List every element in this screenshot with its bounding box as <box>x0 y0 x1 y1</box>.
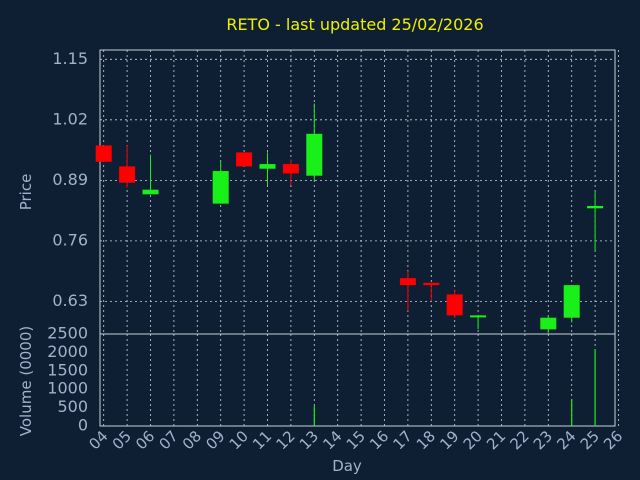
day-tick-label: 10 <box>226 427 252 453</box>
day-tick-label: 05 <box>109 427 135 453</box>
candle-body <box>95 145 112 162</box>
candle-body <box>212 171 229 204</box>
volume-tick-label: 1500 <box>47 360 88 379</box>
volume-tick-label: 1000 <box>47 379 88 398</box>
candle-body <box>306 133 323 176</box>
volume-panel-frame <box>99 333 616 427</box>
candle-body <box>446 294 463 316</box>
volume-grid <box>103 334 619 426</box>
price-panel-frame <box>99 49 616 335</box>
day-tick-label: 07 <box>155 427 181 453</box>
day-tick-label: 21 <box>483 427 509 453</box>
candle-body <box>399 278 416 286</box>
candle-body <box>563 285 580 318</box>
candle-body <box>119 166 136 183</box>
candle-body <box>470 315 487 318</box>
candle-body <box>142 189 159 195</box>
day-tick-label: 22 <box>506 427 532 453</box>
price-axis-label: Price <box>17 174 35 211</box>
day-tick-label: 18 <box>413 427 439 453</box>
day-tick-label: 19 <box>436 427 462 453</box>
volume-bars-layer <box>313 349 596 426</box>
candle-body <box>587 205 604 209</box>
candle-body <box>423 282 440 286</box>
volume-axis-label: Volume (0000) <box>17 326 35 436</box>
candle-body <box>282 164 299 174</box>
price-tick-label: 0.76 <box>52 230 88 249</box>
price-grid <box>100 50 619 334</box>
day-tick-label: 13 <box>296 427 322 453</box>
candle-body <box>236 152 253 167</box>
day-tick-label: 17 <box>389 427 415 453</box>
candle-body <box>540 317 557 330</box>
day-tick-label: 09 <box>202 427 228 453</box>
volume-tick-label: 2500 <box>47 324 88 343</box>
price-tick-label: 0.89 <box>52 170 88 189</box>
day-tick-label: 26 <box>600 427 626 453</box>
volume-tick-label: 500 <box>57 397 88 416</box>
day-tick-label: 16 <box>366 427 392 453</box>
price-tick-label: 0.63 <box>52 291 88 310</box>
day-tick-label: 11 <box>249 427 275 453</box>
day-tick-label: 23 <box>530 427 556 453</box>
day-tick-label: 25 <box>577 427 603 453</box>
day-tick-label: 20 <box>460 427 486 453</box>
day-tick-label: 14 <box>319 427 345 453</box>
volume-tick-label: 0 <box>78 416 88 435</box>
x-axis-label: Day <box>332 457 362 475</box>
day-tick-label: 12 <box>272 427 298 453</box>
candles-layer <box>95 103 604 334</box>
price-tick-label: 1.02 <box>52 109 88 128</box>
day-tick-label: 24 <box>553 427 579 453</box>
price-tick-label: 1.15 <box>52 49 88 68</box>
day-tick-label: 04 <box>85 427 111 453</box>
volume-tick-label: 2000 <box>47 342 88 361</box>
day-tick-label: 15 <box>343 427 369 453</box>
day-tick-label: 08 <box>179 427 205 453</box>
day-axis-ticks: 0405060708091011121314151617181920212223… <box>85 427 626 453</box>
day-tick-label: 06 <box>132 427 158 453</box>
chart-title: RETO - last updated 25/02/2026 <box>226 15 483 34</box>
price-axis-ticks: 1.15 1.02 0.89 0.76 0.63 <box>52 49 88 310</box>
candle-body <box>259 164 276 169</box>
